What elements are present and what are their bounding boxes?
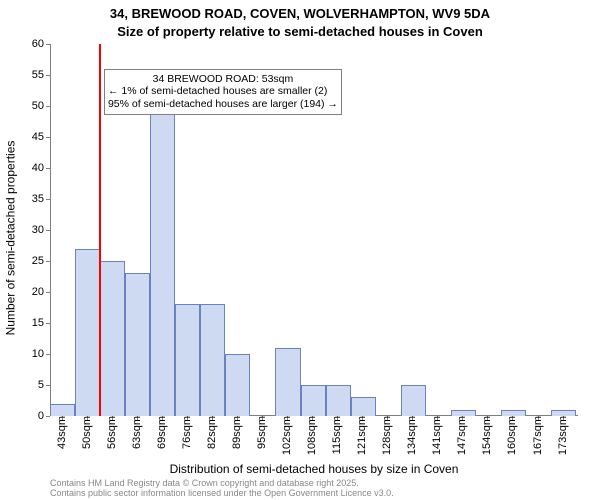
histogram-bar <box>75 249 100 416</box>
histogram-bar <box>175 304 200 416</box>
histogram-bar <box>150 106 175 416</box>
x-tick-label: 50sqm <box>81 416 93 449</box>
histogram-bar <box>275 348 300 416</box>
x-tick-label: 115sqm <box>331 416 343 454</box>
y-tick-label: 55 <box>32 69 44 81</box>
y-tick-label: 40 <box>32 162 44 174</box>
footer-line2: Contains public sector information licen… <box>50 488 394 498</box>
y-tick <box>46 168 50 169</box>
x-tick-label: 121sqm <box>356 416 368 455</box>
annotation-box: 34 BREWOOD ROAD: 53sqm← 1% of semi-detac… <box>104 69 342 115</box>
histogram-bar <box>301 385 326 416</box>
y-tick <box>46 230 50 231</box>
y-tick <box>46 323 50 324</box>
y-tick <box>46 106 50 107</box>
x-tick-label: 89sqm <box>231 416 243 449</box>
y-tick <box>46 199 50 200</box>
y-axis-label: Number of semi-detached properties <box>2 40 18 436</box>
x-tick-label: 102sqm <box>281 416 293 455</box>
y-tick <box>46 416 50 417</box>
x-tick-label: 82sqm <box>206 416 218 449</box>
annotation-line-1: 34 BREWOOD ROAD: 53sqm <box>108 73 338 86</box>
y-tick-label: 0 <box>38 410 44 422</box>
annotation-line-2: ← 1% of semi-detached houses are smaller… <box>108 85 338 98</box>
plot-area: 05101520253035404550556043sqm50sqm56sqm6… <box>50 44 578 416</box>
x-tick-label: 76sqm <box>181 416 193 449</box>
x-tick-label: 141sqm <box>431 416 443 455</box>
x-tick-label: 173sqm <box>557 416 569 455</box>
y-tick <box>46 137 50 138</box>
histogram-bar <box>451 410 476 416</box>
histogram-bar <box>100 261 125 416</box>
chart-title-line1: 34, BREWOOD ROAD, COVEN, WOLVERHAMPTON, … <box>0 6 600 21</box>
y-tick-label: 25 <box>32 255 44 267</box>
y-tick <box>46 75 50 76</box>
x-tick-label: 160sqm <box>506 416 518 455</box>
x-tick-label: 147sqm <box>456 416 468 455</box>
y-tick-label: 50 <box>32 100 44 112</box>
footer-attribution: Contains HM Land Registry data © Crown c… <box>50 478 394 499</box>
histogram-bar <box>551 410 576 416</box>
x-tick-label: 69sqm <box>156 416 168 449</box>
histogram-bar <box>351 397 376 416</box>
x-axis-label: Distribution of semi-detached houses by … <box>50 462 578 476</box>
x-tick-label: 108sqm <box>306 416 318 455</box>
footer-line1: Contains HM Land Registry data © Crown c… <box>50 478 394 488</box>
y-tick-label: 10 <box>32 348 44 360</box>
x-tick-label: 56sqm <box>106 416 118 449</box>
x-tick-label: 128sqm <box>381 416 393 455</box>
y-tick <box>46 44 50 45</box>
histogram-bar <box>401 385 426 416</box>
y-tick <box>46 354 50 355</box>
y-tick-label: 30 <box>32 224 44 236</box>
chart-container: 34, BREWOOD ROAD, COVEN, WOLVERHAMPTON, … <box>0 0 600 500</box>
y-tick-label: 45 <box>32 131 44 143</box>
histogram-bar <box>225 354 250 416</box>
y-tick-label: 35 <box>32 193 44 205</box>
y-tick-label: 5 <box>38 379 44 391</box>
histogram-bar <box>501 410 526 416</box>
y-tick-label: 60 <box>32 38 44 50</box>
x-tick-label: 134sqm <box>406 416 418 455</box>
chart-title-line2: Size of property relative to semi-detach… <box>0 24 600 39</box>
histogram-bar <box>125 273 150 416</box>
y-tick <box>46 261 50 262</box>
x-tick-label: 95sqm <box>256 416 268 449</box>
y-tick-label: 20 <box>32 286 44 298</box>
histogram-bar <box>326 385 351 416</box>
histogram-bar <box>50 404 75 416</box>
y-axis-line <box>50 44 51 416</box>
y-tick <box>46 292 50 293</box>
annotation-line-3: 95% of semi-detached houses are larger (… <box>108 98 338 111</box>
x-tick-label: 43sqm <box>56 416 68 449</box>
x-tick-label: 154sqm <box>481 416 493 455</box>
x-tick-label: 167sqm <box>532 416 544 455</box>
x-tick-label: 63sqm <box>131 416 143 449</box>
y-tick-label: 15 <box>32 317 44 329</box>
y-tick <box>46 385 50 386</box>
histogram-bar <box>200 304 225 416</box>
reference-line <box>99 44 101 416</box>
